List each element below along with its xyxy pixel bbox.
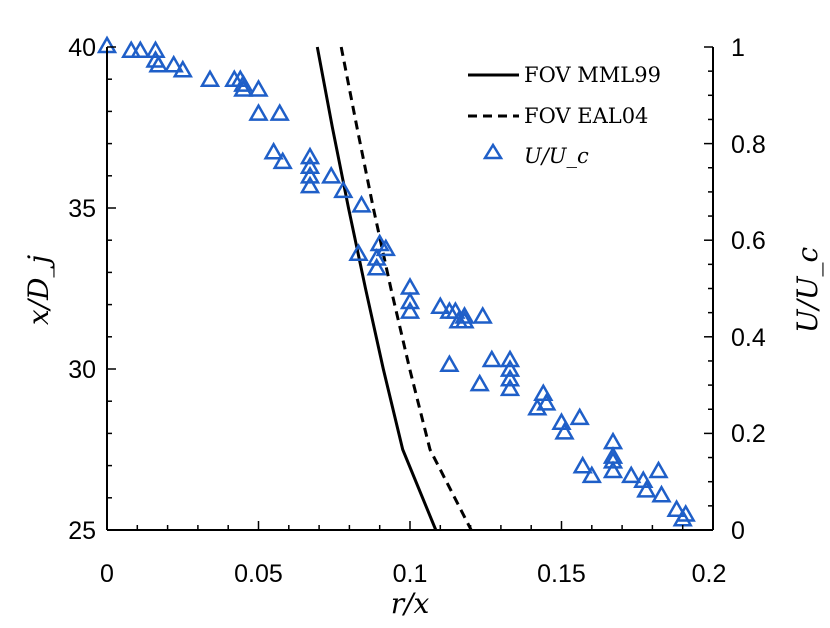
y-right-tick-label: 0.2: [731, 420, 766, 448]
y-right-tick-label: 0.4: [731, 324, 766, 352]
data-point: [299, 156, 321, 175]
data-point: [536, 392, 557, 411]
data-point: [248, 78, 269, 97]
y-left-tick-label: 25: [68, 517, 96, 545]
legend-swatch-triangle: [482, 142, 504, 160]
data-point: [602, 460, 624, 479]
data-point: [648, 460, 669, 479]
legend-label: FOV MML99: [524, 63, 661, 87]
legend-label: U/U_c: [524, 144, 589, 168]
plot-area: [96, 35, 696, 531]
data-point: [439, 354, 460, 373]
legend: FOV MML99 FOV EAL04 U/U_c: [468, 63, 661, 168]
data-point: [366, 257, 387, 276]
data-point: [572, 455, 593, 474]
data-point: [163, 54, 184, 73]
data-point: [469, 373, 490, 392]
data-point: [621, 465, 642, 484]
data-point: [333, 180, 354, 199]
data-point: [399, 291, 421, 310]
data-point: [272, 151, 293, 170]
data-point: [499, 368, 521, 387]
data-point: [299, 165, 321, 184]
y-left-tick-label: 30: [68, 356, 96, 384]
data-point: [299, 175, 321, 194]
data-point: [481, 349, 502, 368]
data-point: [399, 301, 421, 319]
data-point: [430, 296, 451, 315]
data-point: [233, 78, 254, 97]
data-point: [602, 450, 624, 469]
y-right-tick-labels: 0 0.2 0.4 0.6 0.8 1: [731, 34, 766, 545]
data-point: [399, 276, 421, 295]
data-point: [602, 431, 624, 450]
data-point: [269, 103, 290, 121]
y-right-tick-label: 0: [731, 517, 745, 545]
data-point: [321, 165, 342, 184]
data-point: [148, 54, 169, 73]
data-point: [666, 499, 687, 517]
data-point: [527, 397, 548, 416]
data-point: [472, 305, 493, 324]
data-point: [448, 310, 469, 329]
data-point: [145, 40, 166, 59]
y-left-tick-labels: 25 30 35 40: [68, 34, 96, 545]
y-right-tick-label: 0.6: [731, 227, 766, 255]
y-right-tick-label: 1: [731, 34, 745, 62]
data-point: [172, 59, 193, 78]
y-right-axis-label: U/U_c: [791, 247, 824, 334]
data-point: [248, 103, 269, 121]
data-point: [499, 349, 521, 368]
series-line: [315, 46, 438, 531]
data-point: [351, 194, 372, 213]
x-tick-label: 0.1: [393, 560, 428, 588]
x-axis-label: r/x: [391, 587, 430, 620]
data-point: [375, 238, 396, 257]
data-point: [651, 484, 672, 503]
x-tick-label: 0.2: [692, 560, 727, 588]
data-point: [636, 479, 657, 498]
x-tick-label: 0.05: [234, 560, 283, 588]
axes: [106, 46, 714, 531]
y-right-tick-label: 0.8: [731, 131, 766, 159]
x-tick-labels: 0 0.05 0.1 0.15 0.2: [100, 560, 726, 588]
data-point: [130, 40, 151, 59]
y-left-tick-label: 40: [68, 34, 96, 62]
y-left-tick-label: 35: [68, 195, 96, 223]
series-line: [339, 46, 473, 531]
data-point: [233, 74, 254, 92]
data-point: [581, 465, 602, 484]
data-point: [499, 378, 521, 397]
legend-label: FOV EAL04: [524, 104, 648, 128]
data-point: [299, 146, 321, 165]
x-tick-label: 0: [100, 560, 114, 588]
data-point: [263, 141, 284, 160]
data-point: [554, 421, 575, 440]
data-point: [366, 247, 387, 266]
data-point: [499, 359, 521, 377]
data-point: [199, 69, 221, 88]
y-left-axis-label: x/D_j: [22, 255, 55, 326]
x-tick-label: 0.15: [537, 560, 586, 588]
data-point: [569, 407, 590, 426]
data-point: [348, 243, 369, 261]
